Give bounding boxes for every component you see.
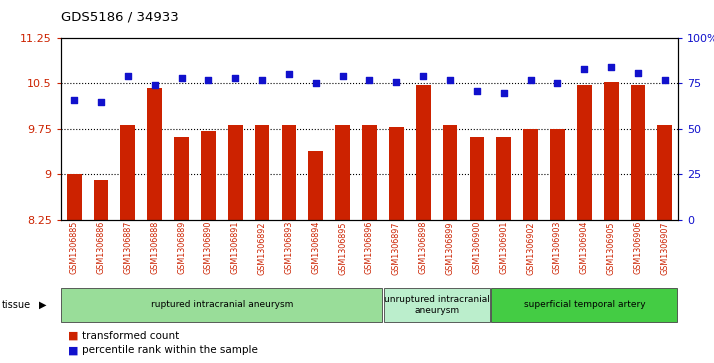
Text: tissue: tissue: [1, 300, 31, 310]
Bar: [630, 85, 645, 220]
Point: [578, 66, 590, 72]
Bar: [228, 125, 243, 220]
Point: [605, 64, 617, 70]
Bar: [255, 125, 269, 220]
Point: [176, 75, 187, 81]
Point: [310, 81, 321, 86]
Point: [122, 73, 134, 79]
Bar: [496, 137, 511, 220]
Point: [525, 77, 536, 83]
Point: [256, 77, 268, 83]
Bar: [66, 174, 81, 220]
Point: [149, 82, 161, 88]
Point: [69, 97, 80, 103]
Text: GDS5186 / 34933: GDS5186 / 34933: [61, 11, 178, 24]
Bar: [201, 131, 216, 220]
Bar: [577, 85, 592, 220]
Point: [418, 73, 429, 79]
Point: [283, 72, 295, 77]
Text: ruptured intracranial aneurysm: ruptured intracranial aneurysm: [151, 301, 293, 309]
Bar: [61, 288, 382, 322]
Point: [659, 77, 670, 83]
Text: ■: ■: [68, 345, 79, 355]
Point: [229, 75, 241, 81]
Text: ■: ■: [68, 331, 79, 341]
Text: transformed count: transformed count: [82, 331, 179, 341]
Point: [337, 73, 348, 79]
Bar: [121, 125, 135, 220]
Bar: [389, 127, 403, 220]
Point: [444, 77, 456, 83]
Point: [633, 70, 644, 76]
Bar: [443, 125, 458, 220]
Point: [363, 77, 375, 83]
Bar: [416, 85, 431, 220]
Text: percentile rank within the sample: percentile rank within the sample: [82, 345, 258, 355]
Bar: [604, 82, 618, 220]
Point: [391, 79, 402, 85]
Bar: [174, 137, 189, 220]
Bar: [147, 88, 162, 220]
Bar: [470, 137, 484, 220]
Bar: [336, 125, 350, 220]
Point: [203, 77, 214, 83]
Point: [498, 90, 510, 95]
Point: [552, 81, 563, 86]
Bar: [658, 125, 673, 220]
Text: superficial temporal artery: superficial temporal artery: [523, 301, 645, 309]
Bar: [308, 151, 323, 220]
Bar: [94, 180, 109, 220]
Bar: [281, 125, 296, 220]
Bar: [523, 129, 538, 220]
Point: [95, 99, 106, 105]
Bar: [491, 288, 678, 322]
Bar: [362, 125, 377, 220]
Text: unruptured intracranial
aneurysm: unruptured intracranial aneurysm: [383, 295, 490, 315]
Text: ▶: ▶: [39, 300, 47, 310]
Bar: [550, 129, 565, 220]
Point: [471, 88, 483, 94]
Bar: [383, 288, 490, 322]
